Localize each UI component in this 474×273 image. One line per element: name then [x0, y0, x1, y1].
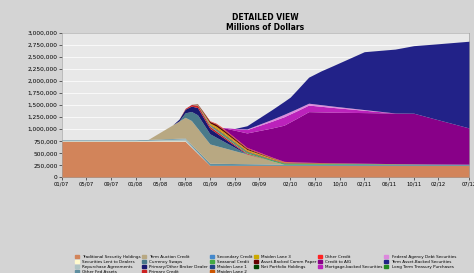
Legend: Traditional Security Holdings, Securities Lent to Dealers, Repurchase Agreements: Traditional Security Holdings, Securitie… [75, 255, 456, 273]
Title: DETAILED VIEW
Millions of Dollars: DETAILED VIEW Millions of Dollars [227, 13, 304, 32]
